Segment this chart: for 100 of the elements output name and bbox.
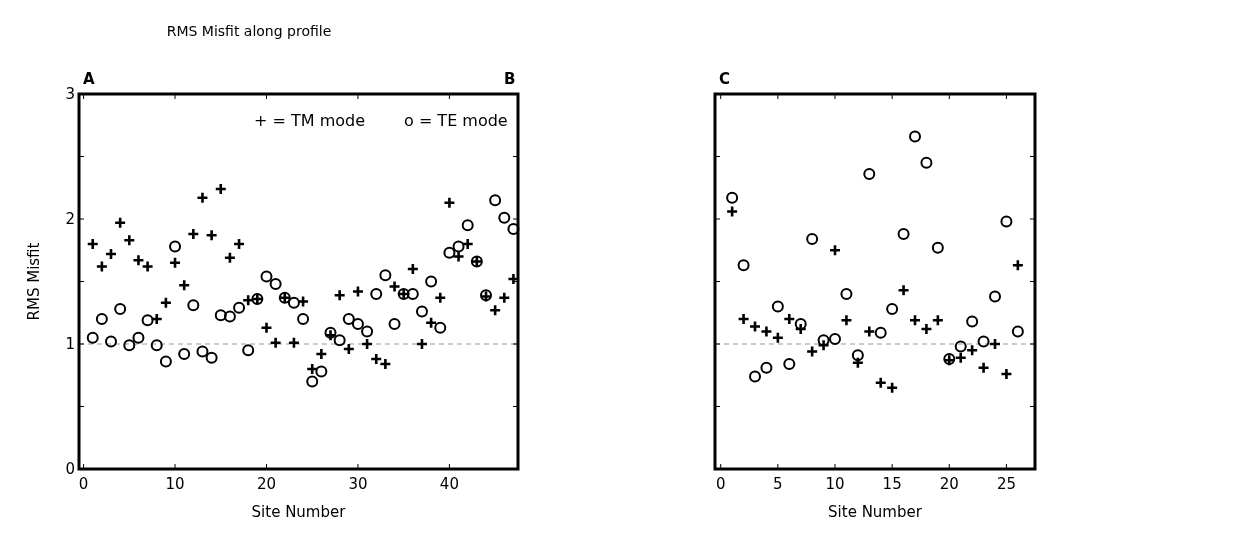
- point: [361, 325, 374, 338]
- point: [840, 313, 853, 327]
- x-tick-label: 25: [996, 475, 1016, 493]
- point: [908, 313, 922, 327]
- point: [977, 361, 990, 375]
- point: [415, 305, 428, 318]
- x-tick-label: 0: [78, 475, 89, 493]
- point: [351, 318, 364, 330]
- text: B: [504, 70, 516, 88]
- point: [150, 312, 164, 326]
- point: [406, 262, 420, 276]
- point: [443, 246, 456, 259]
- point: [909, 130, 921, 143]
- point: [351, 285, 365, 298]
- point: [113, 216, 127, 230]
- point: [297, 313, 310, 325]
- point: [86, 331, 99, 344]
- point: [196, 345, 209, 358]
- point: [269, 336, 282, 350]
- x-tick-label: 10: [825, 475, 845, 493]
- point: [886, 303, 899, 315]
- point: [260, 321, 273, 335]
- point: [805, 345, 819, 358]
- point: [114, 303, 127, 315]
- x-tick-label: 40: [439, 475, 459, 493]
- x-tick-label: 20: [256, 475, 277, 493]
- point: [874, 376, 888, 390]
- point: [315, 347, 328, 361]
- point: [498, 211, 511, 224]
- point: [123, 233, 136, 247]
- x-axis-title: Site Number: [828, 503, 923, 521]
- x-tick-label: 15: [882, 475, 902, 493]
- point: [315, 365, 328, 378]
- point: [489, 194, 502, 207]
- point: [874, 326, 887, 339]
- point: [223, 310, 236, 323]
- point: [748, 320, 762, 333]
- point: [920, 322, 933, 336]
- chart-title: RMS Misfit along profile: [166, 23, 332, 39]
- point: [1000, 367, 1013, 381]
- y-tick-label: 2: [65, 210, 75, 228]
- point: [333, 288, 346, 302]
- point: [507, 223, 520, 235]
- point: [370, 288, 383, 300]
- point: [187, 227, 200, 241]
- point: [771, 331, 785, 345]
- point: [388, 318, 401, 330]
- point: [920, 156, 933, 169]
- point: [342, 313, 355, 325]
- point: [977, 335, 990, 348]
- point: [105, 335, 118, 348]
- point: [95, 260, 109, 273]
- annotation: o = TE mode: [404, 111, 508, 130]
- point: [232, 237, 246, 251]
- point: [1011, 258, 1025, 272]
- point: [931, 241, 944, 254]
- y-tick-label: 1: [65, 335, 75, 353]
- point: [806, 233, 819, 245]
- point: [461, 237, 474, 251]
- point: [931, 313, 945, 327]
- point: [415, 337, 429, 351]
- point: [342, 342, 356, 356]
- point: [725, 205, 739, 218]
- point: [771, 300, 784, 313]
- point: [287, 296, 300, 309]
- point: [214, 182, 228, 196]
- point: [159, 355, 172, 368]
- y-tick-label: 0: [65, 460, 75, 478]
- point: [196, 191, 209, 205]
- point: [269, 278, 282, 290]
- point: [159, 296, 173, 310]
- x-tick-label: 30: [348, 475, 368, 493]
- point: [214, 309, 227, 322]
- point: [897, 283, 910, 297]
- point: [424, 316, 438, 330]
- point: [737, 259, 750, 272]
- point: [233, 301, 246, 314]
- point: [223, 251, 237, 265]
- point: [862, 325, 876, 338]
- point: [726, 191, 739, 204]
- y-axis-title: RMS Misfit: [25, 242, 43, 321]
- y-tick-label: 3: [65, 85, 75, 103]
- point: [95, 313, 108, 325]
- point: [965, 343, 979, 357]
- point: [169, 240, 182, 253]
- annotation: + = TM mode: [254, 111, 366, 130]
- x-tick-label: 5: [773, 475, 783, 493]
- point: [488, 303, 502, 317]
- point: [178, 348, 191, 360]
- point: [966, 315, 979, 328]
- point: [760, 325, 773, 338]
- point: [829, 333, 841, 345]
- point: [760, 361, 773, 374]
- point: [360, 337, 374, 351]
- point: [187, 299, 200, 312]
- point: [863, 168, 876, 180]
- point: [434, 321, 447, 334]
- point: [205, 228, 218, 242]
- point: [782, 312, 796, 326]
- point: [897, 228, 910, 240]
